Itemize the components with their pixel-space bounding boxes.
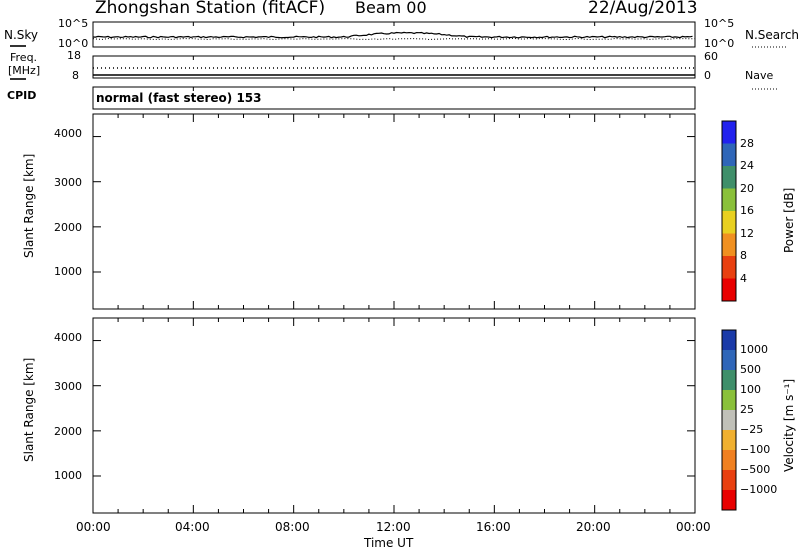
- nsky-trace: [92, 31, 693, 39]
- velocity-panel: [92, 317, 696, 514]
- power-panel: [92, 113, 696, 310]
- nsearch-trace: [92, 37, 696, 41]
